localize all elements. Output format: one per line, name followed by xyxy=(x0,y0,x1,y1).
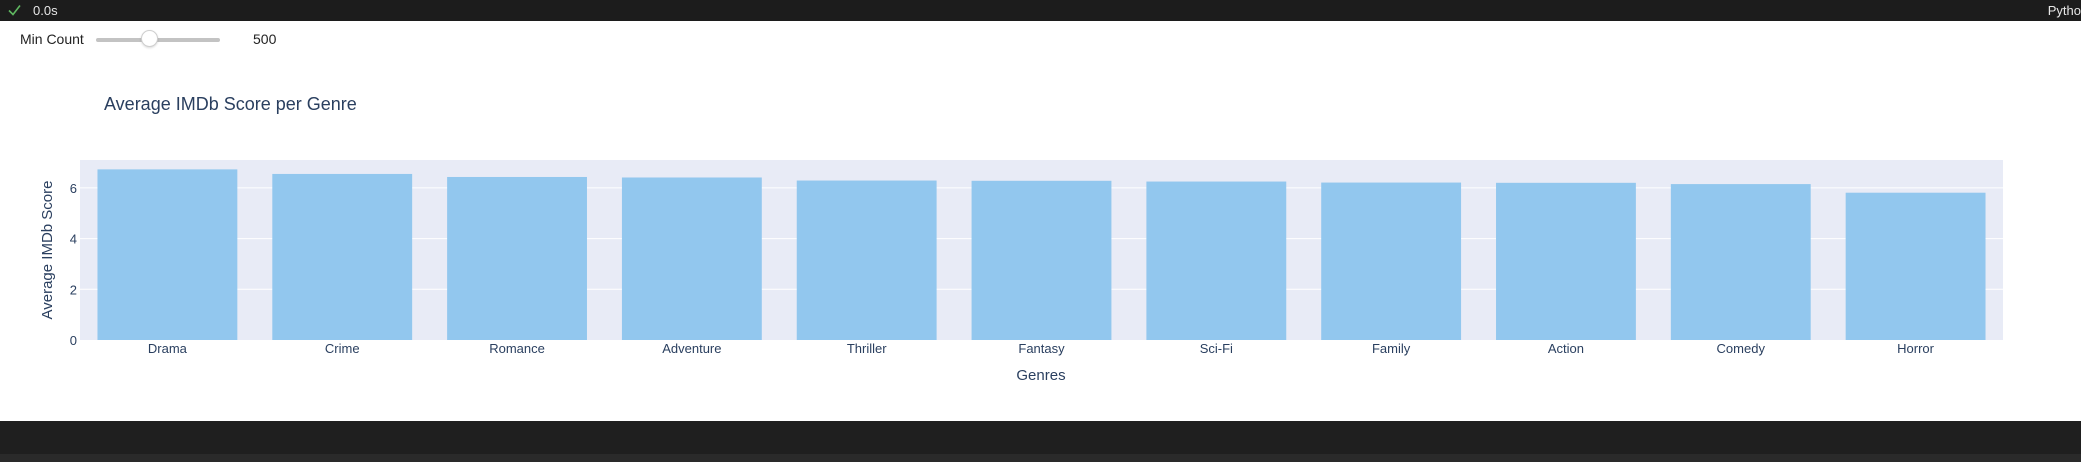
bar-family[interactable] xyxy=(1321,182,1462,340)
x-tick-label: Adventure xyxy=(662,341,721,356)
bar-crime[interactable] xyxy=(272,173,413,340)
x-tick-label: Family xyxy=(1372,341,1411,356)
slider-label: Min Count xyxy=(20,31,84,47)
chart-title: Average IMDb Score per Genre xyxy=(104,94,357,114)
x-tick-label: Fantasy xyxy=(1018,341,1065,356)
x-tick-label: Sci-Fi xyxy=(1200,341,1233,356)
bar-adventure[interactable] xyxy=(621,177,762,340)
execution-time: 0.0s xyxy=(33,3,58,18)
x-axis-title: Genres xyxy=(1016,367,1065,384)
slider-thumb[interactable] xyxy=(140,30,158,47)
x-tick-label: Comedy xyxy=(1717,341,1766,356)
y-tick-label: 6 xyxy=(70,181,77,196)
x-tick-label: Horror xyxy=(1897,341,1935,356)
y-axis-title: Average IMDb Score xyxy=(39,181,56,320)
slider-track[interactable] xyxy=(96,38,220,42)
x-tick-label: Drama xyxy=(148,341,188,356)
bar-chart: Average IMDb Score per Genre 0 2 4 6 Drama C… xyxy=(39,94,2003,384)
bar-romance[interactable] xyxy=(447,176,587,340)
x-tick-label: Romance xyxy=(489,341,545,356)
bar-fantasy[interactable] xyxy=(971,180,1112,340)
bar-action[interactable] xyxy=(1496,182,1636,340)
bar-drama[interactable] xyxy=(97,169,238,340)
kernel-name[interactable]: Pytho xyxy=(2047,3,2081,18)
bar-thriller[interactable] xyxy=(796,180,937,340)
x-tick-label: Thriller xyxy=(847,341,887,356)
y-tick-labels: 0 2 4 6 xyxy=(70,181,77,348)
panel-bar-bottom xyxy=(0,454,2081,462)
x-tick-label: Crime xyxy=(325,341,360,356)
y-tick-label: 0 xyxy=(70,333,77,348)
x-tick-labels: Drama Crime Romance Adventure Thriller Fantas… xyxy=(148,341,1935,356)
bar-sci-fi[interactable] xyxy=(1146,181,1287,340)
x-tick-label: Action xyxy=(1548,341,1584,356)
bar-horror[interactable] xyxy=(1845,192,1986,340)
min-count-slider-widget: Min Count 500 xyxy=(0,21,600,57)
slider-value: 500 xyxy=(253,31,277,47)
bars xyxy=(97,169,1986,340)
y-tick-label: 2 xyxy=(70,282,77,297)
panel-bar xyxy=(0,421,2081,454)
bar-comedy[interactable] xyxy=(1670,184,1811,340)
check-icon xyxy=(8,5,21,16)
cell-status-bar: 0.0s Pytho xyxy=(0,0,2081,21)
y-tick-label: 4 xyxy=(70,232,77,247)
